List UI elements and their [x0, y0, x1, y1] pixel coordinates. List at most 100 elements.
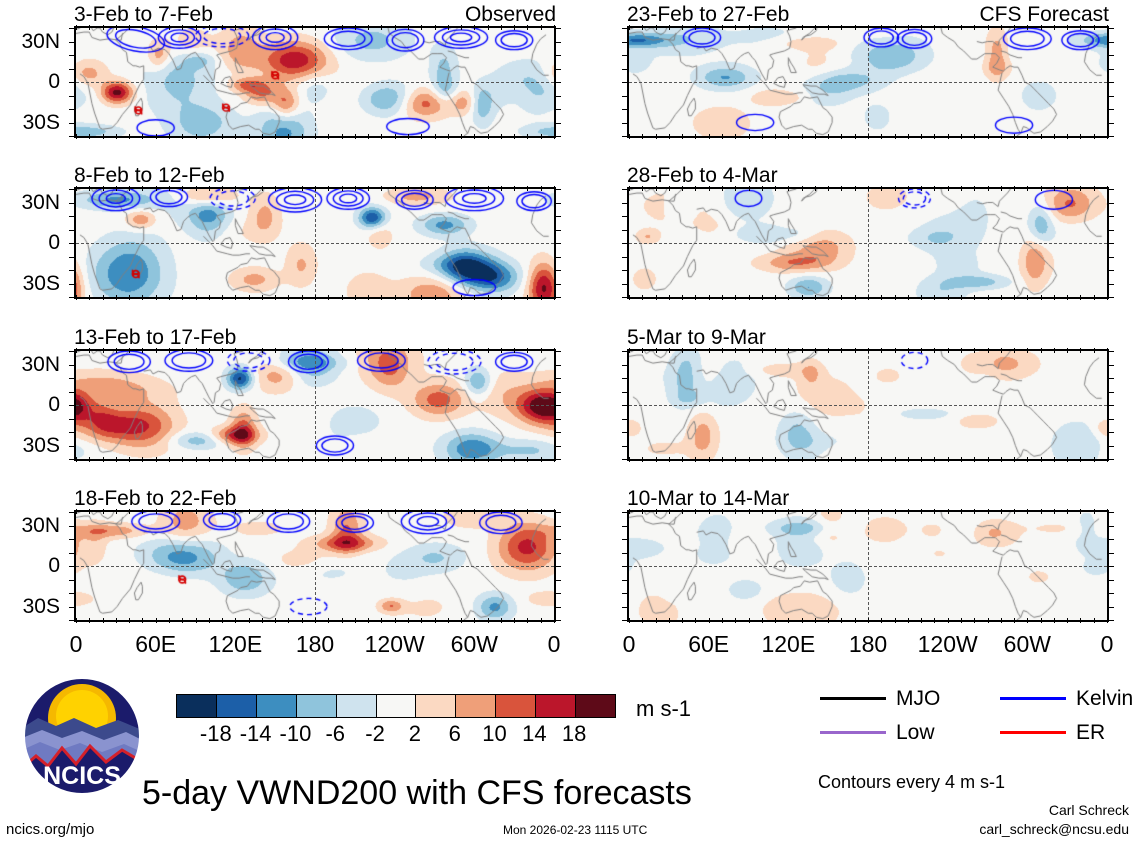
colorbar-swatch — [535, 695, 576, 717]
axis-tick — [301, 186, 303, 191]
axis-tick — [1093, 348, 1095, 353]
axis-tick — [708, 186, 710, 191]
axis-tick — [814, 295, 816, 300]
axis-tick — [540, 457, 542, 462]
axis-tick — [248, 186, 250, 191]
axis-tick — [368, 348, 370, 353]
axis-tick — [1014, 186, 1016, 191]
axis-tick — [556, 579, 561, 581]
legend-line-swatch — [1000, 697, 1066, 700]
axis-tick — [556, 82, 561, 83]
colorbar-tick-label: 14 — [522, 721, 547, 746]
axis-tick — [622, 418, 627, 420]
axis-tick — [775, 348, 777, 353]
axis-tick — [447, 186, 449, 191]
axis-tick — [1109, 445, 1114, 447]
axis-tick — [155, 348, 157, 353]
axis-tick — [748, 186, 750, 191]
axis-tick — [974, 457, 976, 462]
axis-tick — [208, 186, 210, 191]
axis-tick — [1040, 509, 1042, 514]
axis-tick — [89, 25, 91, 30]
axis-tick — [182, 618, 184, 623]
axis-tick — [622, 566, 627, 567]
axis-tick — [1109, 459, 1114, 460]
axis-tick — [261, 295, 263, 300]
axis-tick — [514, 25, 516, 30]
author-email[interactable]: carl_schreck@ncsu.edu — [979, 821, 1129, 837]
axis-tick — [828, 348, 830, 353]
axis-tick — [1109, 378, 1114, 379]
axis-tick — [69, 189, 74, 190]
axis-tick — [341, 618, 343, 623]
axis-tick — [381, 25, 383, 30]
axis-tick — [622, 256, 627, 258]
axis-tick — [1109, 28, 1114, 29]
axis-tick — [69, 566, 74, 567]
axis-tick — [960, 295, 962, 300]
axis-tick — [381, 348, 383, 353]
axis-tick — [761, 25, 763, 30]
axis-tick — [421, 25, 423, 30]
colorbar-swatch — [455, 695, 496, 717]
axis-tick — [69, 512, 74, 513]
axis-tick — [934, 348, 936, 353]
axis-tick — [721, 186, 723, 191]
axis-tick — [288, 295, 290, 300]
axis-tick — [556, 418, 561, 420]
colorbar — [176, 694, 616, 718]
axis-tick — [801, 457, 803, 462]
axis-tick — [155, 618, 157, 623]
axis-tick — [527, 186, 529, 191]
axis-tick — [1027, 186, 1029, 191]
axis-tick — [500, 134, 502, 139]
axis-tick — [854, 25, 856, 30]
axis-tick — [514, 295, 516, 300]
axis-tick — [974, 134, 976, 139]
axis-tick — [354, 509, 356, 514]
axis-tick — [655, 509, 657, 514]
axis-tick — [1109, 620, 1114, 621]
axis-tick — [222, 348, 224, 353]
dateline — [868, 28, 869, 136]
axis-tick — [69, 202, 74, 204]
colorbar-tick-label: -6 — [325, 721, 346, 746]
axis-tick — [69, 459, 74, 460]
axis-tick — [421, 134, 423, 139]
axis-tick — [708, 618, 710, 623]
axis-tick — [500, 25, 502, 30]
x-tick-label: 180 — [848, 631, 888, 657]
axis-tick — [947, 509, 949, 514]
axis-tick — [155, 186, 157, 191]
axis-tick — [69, 229, 74, 231]
axis-tick — [622, 95, 627, 97]
axis-tick — [1027, 295, 1029, 300]
axis-tick — [1014, 295, 1016, 300]
axis-tick — [854, 618, 856, 623]
site-link[interactable]: ncics.org/mjo — [6, 821, 95, 838]
axis-tick — [407, 186, 409, 191]
axis-tick — [622, 41, 627, 43]
axis-tick — [102, 134, 104, 139]
axis-tick — [208, 295, 210, 300]
axis-tick — [881, 295, 883, 300]
axis-tick — [275, 186, 277, 191]
legend-item-mjo: MJO — [820, 688, 940, 709]
axis-tick — [527, 457, 529, 462]
axis-tick — [921, 25, 923, 30]
axis-tick — [275, 509, 277, 514]
dateline — [315, 28, 316, 136]
colorbar-swatch — [255, 695, 296, 717]
axis-tick — [814, 186, 816, 191]
axis-tick — [288, 134, 290, 139]
axis-tick — [354, 295, 356, 300]
axis-tick — [69, 68, 74, 70]
axis-tick — [434, 457, 436, 462]
axis-tick — [708, 509, 710, 514]
colorbar-swatch — [575, 695, 615, 717]
axis-tick — [868, 457, 869, 462]
axis-tick — [1000, 457, 1002, 462]
axis-tick — [275, 457, 277, 462]
axis-tick — [894, 509, 896, 514]
axis-tick — [434, 348, 436, 353]
